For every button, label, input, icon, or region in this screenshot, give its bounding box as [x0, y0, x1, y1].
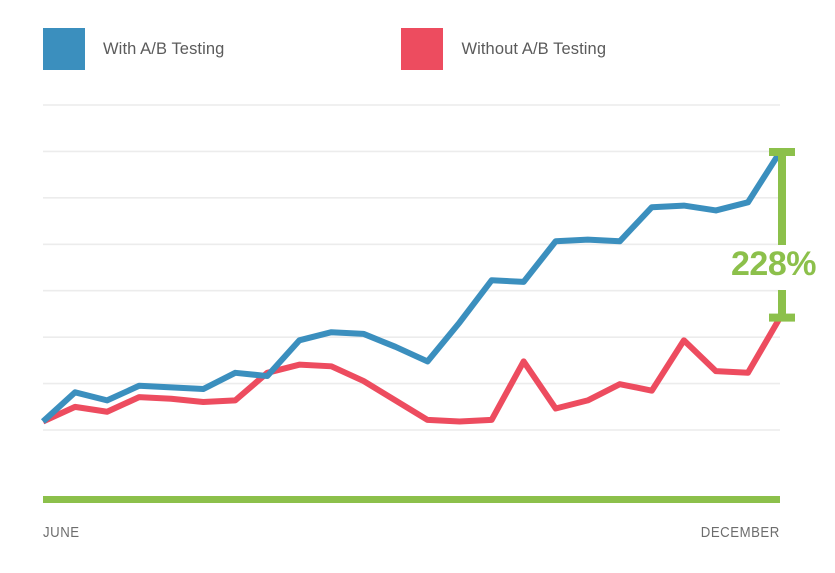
axis-baseline: [43, 496, 780, 503]
percent-increase-label: 228%: [731, 245, 816, 283]
legend-label: Without A/B Testing: [461, 39, 607, 58]
axis-label-start: JUNE: [43, 524, 80, 541]
series-line: [41, 316, 783, 425]
baseline-bar: [43, 496, 780, 503]
axis-label-end: DECEMBER: [700, 524, 780, 541]
legend-label: With A/B Testing: [103, 39, 225, 58]
percent-bracket: [769, 148, 795, 322]
legend-item-with-ab-testing: With A/B Testing: [43, 28, 224, 70]
series-line: [40, 150, 783, 424]
series-lines: [40, 150, 783, 425]
legend-swatch-icon: [43, 28, 85, 70]
chart-legend: With A/B Testing Without A/B Testing: [43, 28, 606, 70]
gridlines: [43, 104, 780, 431]
legend-swatch-icon: [401, 28, 444, 70]
bracket-stem-top: [778, 152, 786, 245]
legend-item-without-ab-testing: Without A/B Testing: [401, 28, 606, 70]
bracket-stem-bottom: [778, 290, 786, 318]
